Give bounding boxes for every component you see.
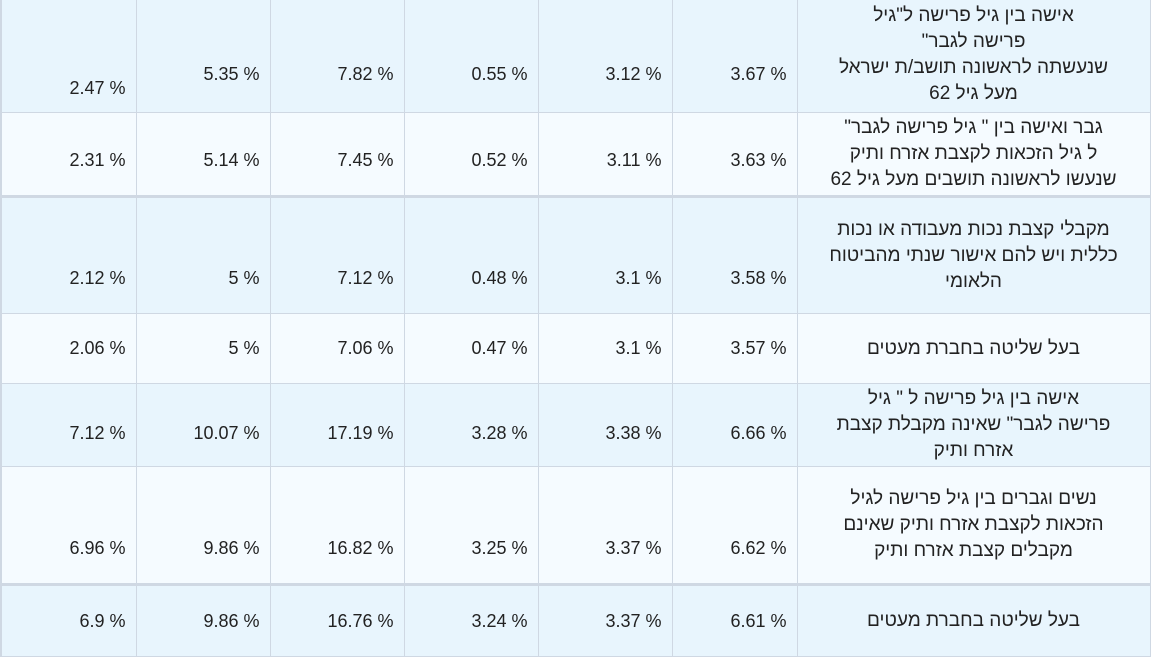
value-cell: 5 %: [135, 313, 271, 384]
value-cell: 7.45 %: [269, 112, 405, 197]
value-cell: 2.12 %: [0, 195, 137, 314]
value-cell: 9.86 %: [135, 583, 271, 657]
value-cell: 3.57 %: [671, 313, 798, 384]
value-cell: 3.11 %: [537, 112, 673, 197]
value-cell: 0.48 %: [403, 195, 539, 314]
table-row: בעל שליטה בחברת מעטים 3.57 % 3.1 % 0.47 …: [0, 313, 1151, 384]
row-label-line: הלאומי: [945, 270, 1002, 292]
row-label-cell: בעל שליטה בחברת מעטים: [796, 313, 1151, 384]
row-label-line: שנעשתה לראשונה תושב/ת ישראל: [838, 57, 1109, 78]
table-row: אישה בין גיל פרישה ל " גיל פרישה לגבר" ש…: [0, 383, 1151, 467]
value-cell: 5.35 %: [135, 0, 271, 113]
value-cell: 7.82 %: [269, 0, 405, 113]
value-cell: 7.12 %: [269, 195, 405, 314]
value-cell: 3.28 %: [403, 383, 539, 467]
table-row: נשים וגברים בין גיל פרישה לגיל הזכאות לק…: [0, 466, 1151, 585]
value-cell: 3.1 %: [537, 313, 673, 384]
value-cell: 6.61 %: [671, 583, 798, 657]
value-cell: 5 %: [135, 195, 271, 314]
value-cell: 2.06 %: [0, 313, 137, 384]
row-label-cell: גבר ואישה בין " גיל פרישה לגבר" ל גיל הז…: [796, 112, 1151, 197]
row-label-line: פרישה לגבר" שאינה מקבלת קצבת: [836, 414, 1111, 435]
table-row: מקבלי קצבת נכות מעבודה או נכות כללית ויש…: [0, 195, 1151, 314]
value-cell: 0.52 %: [403, 112, 539, 197]
value-cell: 16.76 %: [269, 583, 405, 657]
row-label-line: אישה בין גיל פרישה ל " גיל: [867, 388, 1080, 409]
value-cell: 3.12 %: [537, 0, 673, 113]
value-cell: 10.07 %: [135, 383, 271, 467]
row-label-cell: נשים וגברים בין גיל פרישה לגיל הזכאות לק…: [796, 466, 1151, 585]
row-label-line: שנעשו לראשונה תושבים מעל גיל 62: [830, 169, 1117, 190]
row-label-line: גבר ואישה בין " גיל פרישה לגבר": [844, 117, 1103, 138]
value-cell: 6.62 %: [671, 466, 798, 585]
value-cell: 17.19 %: [269, 383, 405, 467]
value-cell: 0.55 %: [403, 0, 539, 113]
row-label-cell: אישה בין גיל פרישה ל"גיל פרישה לגבר" שנע…: [796, 0, 1151, 113]
value-cell: 6.96 %: [0, 466, 137, 585]
row-label-line: פרישה לגבר": [921, 31, 1026, 52]
row-label-line: ל גיל הזכאות לקצבת אזרח ותיק: [849, 143, 1098, 164]
row-label-line: כללית ויש להם אישור שנתי מהביטוח: [829, 244, 1118, 266]
value-cell: 6.66 %: [671, 383, 798, 467]
value-cell: 16.82 %: [269, 466, 405, 585]
row-label-line: אזרח ותיק: [933, 440, 1014, 461]
value-cell: 6.9 %: [0, 583, 137, 657]
value-cell: 3.1 %: [537, 195, 673, 314]
value-cell: 3.37 %: [537, 466, 673, 585]
table-row: בעל שליטה בחברת מעטים 6.61 % 3.37 % 3.24…: [0, 583, 1151, 657]
row-label-cell: אישה בין גיל פרישה ל " גיל פרישה לגבר" ש…: [796, 383, 1151, 467]
value-cell: 9.86 %: [135, 466, 271, 585]
value-cell: 2.47 %: [0, 0, 137, 113]
row-label-cell: מקבלי קצבת נכות מעבודה או נכות כללית ויש…: [796, 195, 1151, 314]
value-cell: 3.63 %: [671, 112, 798, 197]
row-label-line: בעל שליטה בחברת מעטים: [867, 610, 1080, 631]
value-cell: 7.12 %: [0, 383, 137, 467]
row-label-line: מעל גיל 62: [929, 83, 1018, 104]
row-label-line: בעל שליטה בחברת מעטים: [867, 337, 1080, 359]
row-label-line: נשים וגברים בין גיל פרישה לגיל: [850, 488, 1097, 509]
value-cell: 3.37 %: [537, 583, 673, 657]
row-label-line: מקבלי קצבת נכות מעבודה או נכות: [837, 218, 1110, 240]
value-cell: 3.25 %: [403, 466, 539, 585]
value-cell: 7.06 %: [269, 313, 405, 384]
value-cell: 5.14 %: [135, 112, 271, 197]
row-label-line: הזכאות לקצבת אזרח ותיק שאינם: [843, 514, 1104, 535]
row-label-line: מקבלים קצבת אזרח ותיק: [874, 540, 1073, 561]
table-row: גבר ואישה בין " גיל פרישה לגבר" ל גיל הז…: [0, 112, 1151, 197]
value-cell: 2.31 %: [0, 112, 137, 197]
row-label-cell: בעל שליטה בחברת מעטים: [796, 583, 1151, 657]
value-cell: 3.58 %: [671, 195, 798, 314]
value-cell: 0.47 %: [403, 313, 539, 384]
table-row: אישה בין גיל פרישה ל"גיל פרישה לגבר" שנע…: [0, 0, 1151, 113]
value-cell: 3.38 %: [537, 383, 673, 467]
value-cell: 3.67 %: [671, 0, 798, 113]
row-label-line: אישה בין גיל פרישה ל"גיל: [873, 5, 1074, 26]
value-cell: 3.24 %: [403, 583, 539, 657]
